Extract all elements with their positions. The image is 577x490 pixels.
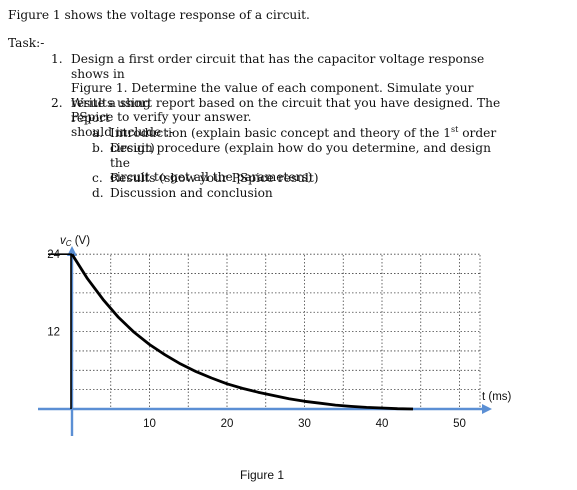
subitem-text: Discussion and conclusion [110,186,273,200]
subitem-text: Introduction (explain basic concept and … [110,126,452,140]
x-tick-label: 50 [453,418,466,430]
task-line: Figure 1. Determine the value of each co… [71,81,474,110]
figure-caption: Figure 1 [240,468,285,482]
subitem-letter: a. [92,126,104,140]
y-tick-label: 12 [47,327,60,339]
superscript: st [451,124,459,134]
y-axis-label: vC (V) [60,235,90,248]
chart-axes [38,246,492,436]
voltage-decay-curve [70,253,414,411]
x-axis-arrow [482,404,492,414]
subitem-letter: b. [92,141,104,155]
x-tick-label: 30 [298,418,311,430]
x-tick-label: 40 [376,418,389,430]
subitem-text: Results (show your PSpice result) [110,171,319,185]
task-line: Design a first order circuit that has th… [71,52,485,81]
subitem-line: circuit to get all the parameters) [110,170,313,184]
task-line: Write a short report based on the circui… [71,96,501,125]
chart-series [48,253,414,411]
y-tick-label: 24 [47,249,60,261]
task-number: 2. [51,96,63,110]
task-heading: Task:- [8,36,45,50]
subitem-letter: d. [92,186,104,200]
x-tick-label: 10 [143,418,156,430]
x-tick-label: 20 [221,418,234,430]
subitem-text: order circuit) [110,126,497,155]
chart-labels: 10 20 30 40 50 24 12 vC (V) t (ms) [47,235,511,430]
subitem-line: Design procedure (explain how do you det… [110,141,491,170]
task-number: 1. [51,52,63,66]
intro-text: Figure 1 shows the voltage response of a… [8,8,310,22]
x-axis-label: t (ms) [482,391,512,403]
subitem-letter: c. [92,171,103,185]
task-line: PSpice to verify your answer. [71,110,252,124]
task-line: should include :- [71,125,174,139]
chart-grid [72,253,481,409]
